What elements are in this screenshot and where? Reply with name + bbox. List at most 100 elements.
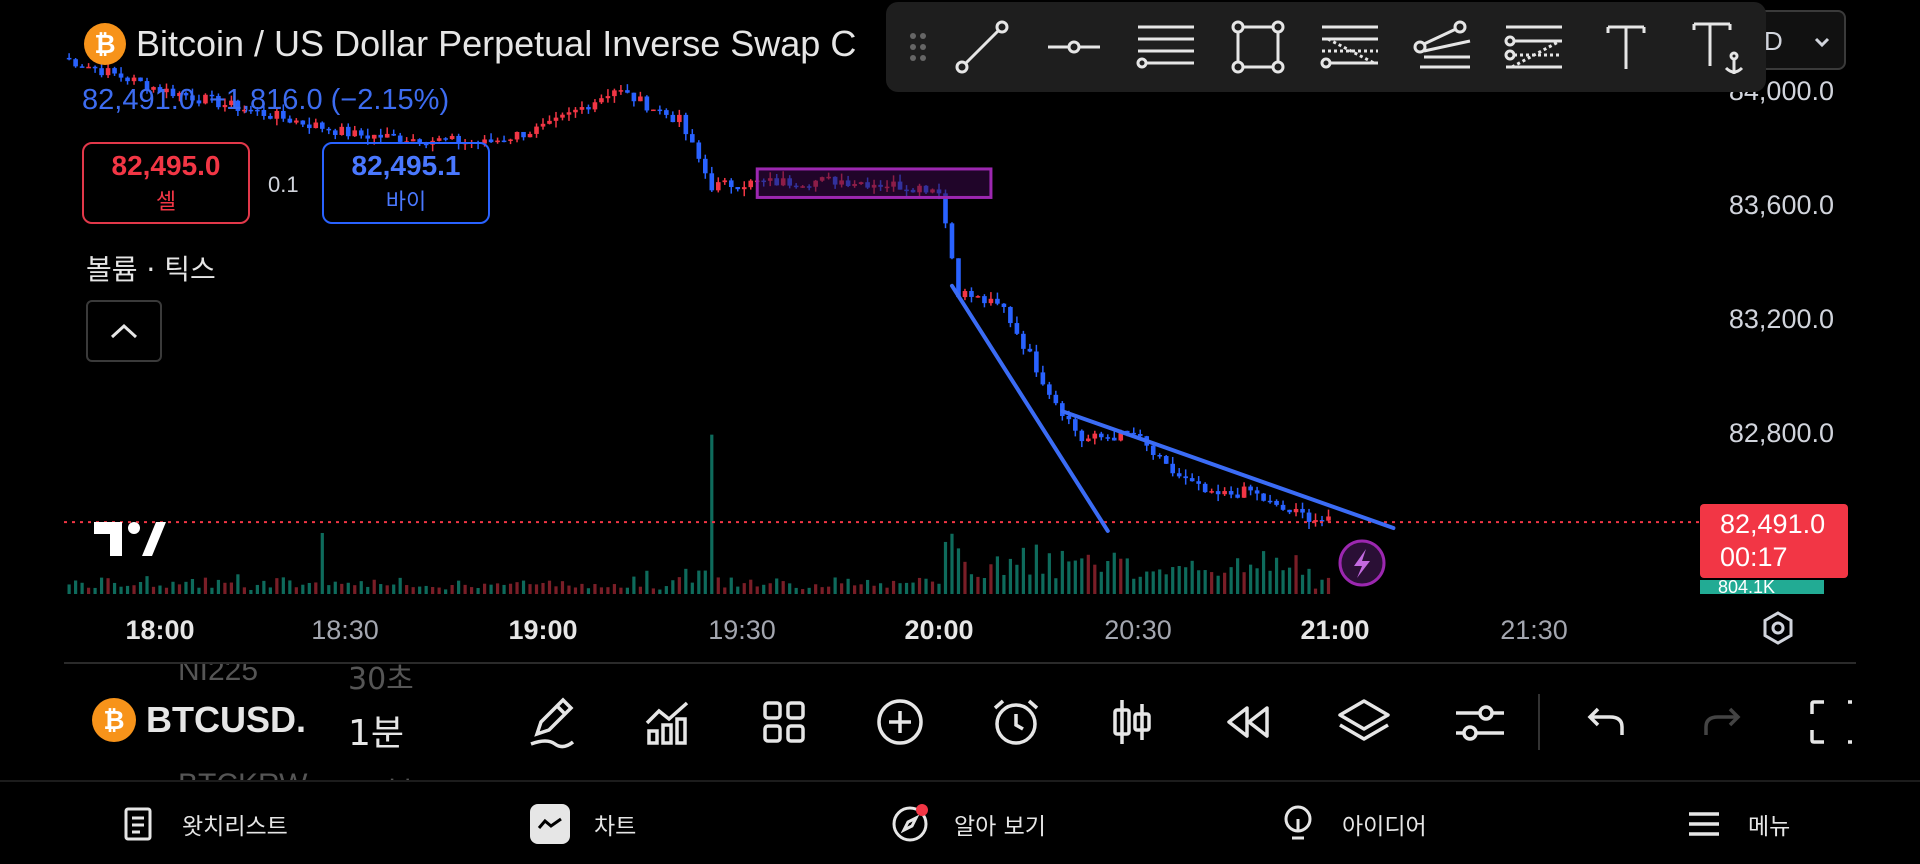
alert-button[interactable] (986, 692, 1046, 752)
candle-body (1066, 415, 1072, 420)
volume-bar (457, 580, 461, 594)
candle-body (573, 109, 578, 113)
symbol-header[interactable]: ₿ Bitcoin / US Dollar Perpetual Inverse … (84, 20, 856, 68)
volume-indicator-label[interactable]: 볼륨 · 틱스 (86, 253, 216, 286)
volume-bar (606, 587, 610, 594)
redo-button[interactable] (1692, 692, 1752, 752)
candle-body (157, 87, 163, 93)
volume-bar (1203, 570, 1207, 594)
volume-bar (1223, 572, 1227, 594)
drawing-tools-button[interactable] (522, 692, 582, 752)
candle-body (242, 109, 247, 112)
interval-picker[interactable]: 30초 1분 15분 (342, 664, 462, 780)
trade-lightning-icon[interactable] (1338, 539, 1386, 587)
alarm-clock-icon (993, 699, 1039, 745)
rectangle-tool-icon[interactable] (1212, 2, 1304, 92)
volume-bar (470, 587, 474, 594)
time-axis-label: 19:00 (508, 615, 578, 645)
candle-body (1300, 508, 1305, 513)
horizontal-ray-tool-icon[interactable] (1028, 2, 1120, 92)
volume-bar (534, 584, 539, 594)
chart-settings-button[interactable] (1450, 692, 1510, 752)
axis-settings-icon[interactable] (1760, 610, 1796, 646)
volume-bar (268, 587, 272, 594)
volume-bar (1021, 547, 1025, 594)
object-tree-button[interactable] (1334, 692, 1394, 752)
chart-type-button[interactable] (1102, 692, 1162, 752)
candle-body (443, 138, 448, 140)
candle-body (482, 139, 487, 144)
candle-body (579, 107, 585, 110)
candle-body (248, 109, 254, 112)
candle-body (962, 291, 968, 298)
volume-bar (372, 579, 376, 594)
nav-chart[interactable]: 차트 (530, 782, 636, 864)
candle-body (196, 100, 202, 104)
anchored-text-tool-icon[interactable] (1672, 2, 1764, 92)
replay-button[interactable] (1218, 692, 1278, 752)
volume-bar (1041, 573, 1045, 594)
undo-button[interactable] (1576, 692, 1636, 752)
undo-icon (1587, 707, 1624, 735)
volume-bar (898, 583, 902, 594)
candle-body (1079, 430, 1085, 442)
collapse-legend-button[interactable] (86, 300, 162, 362)
bottom-navigation: 왓치리스트 차트 알아 보기 아이디어 메뉴 (0, 780, 1920, 864)
volume-bar (450, 584, 454, 594)
trend-line-drawing (949, 283, 1110, 533)
parallel-channel-tool-icon[interactable] (1120, 2, 1212, 92)
candle-body (1118, 430, 1124, 441)
interval-option[interactable]: 15분 (348, 768, 414, 780)
candle-body (1248, 486, 1253, 491)
current-price-tag: 82,491.0 00:17 (1700, 504, 1848, 578)
chart-area[interactable]: ₿ Bitcoin / US Dollar Perpetual Inverse … (0, 0, 1920, 660)
volume-bar (242, 587, 246, 594)
volume-bar (333, 581, 337, 594)
pitchfork-tool-icon[interactable] (1396, 2, 1488, 92)
symbol-option[interactable]: NI225 (178, 664, 259, 687)
drawing-toolbar (886, 2, 1766, 92)
order-quantity[interactable]: 0.1 (268, 172, 299, 197)
trend-line-tool-icon[interactable] (936, 2, 1028, 92)
candle-body (112, 68, 117, 74)
candle-body (638, 96, 643, 102)
candle-body (222, 104, 228, 108)
indicators-button[interactable] (638, 692, 698, 752)
candle-body (1001, 303, 1007, 308)
candle-body (216, 95, 221, 108)
chart-canvas[interactable] (0, 0, 1920, 660)
sell-price: 82,495.0 (111, 150, 221, 181)
nav-ideas[interactable]: 아이디어 (1278, 782, 1427, 864)
notification-dot (916, 804, 928, 816)
symbol-option[interactable]: BTCKRW (178, 768, 307, 780)
fullscreen-button[interactable] (1808, 692, 1856, 752)
time-axis-label: 21:00 (1300, 615, 1370, 645)
volume-bar (749, 579, 753, 594)
candle-body (696, 142, 702, 159)
interval-option[interactable]: 30초 (348, 664, 414, 697)
sell-button[interactable]: 82,495.0 셀 (82, 142, 250, 224)
nav-menu[interactable]: 메뉴 (1684, 782, 1790, 864)
volume-bar (768, 583, 772, 594)
layout-button[interactable] (754, 692, 814, 752)
buy-button[interactable]: 82,495.1 바이 (322, 142, 490, 224)
add-button[interactable] (870, 692, 930, 752)
text-tool-icon[interactable] (1580, 2, 1672, 92)
fib-retracement-tool-icon[interactable] (1304, 2, 1396, 92)
gann-fan-tool-icon[interactable] (1488, 2, 1580, 92)
volume-bar (827, 586, 831, 594)
tradingview-logo (92, 520, 166, 564)
symbol-picker-value: BTCUSD. (146, 699, 306, 740)
candle-body (1111, 437, 1117, 441)
nav-explore[interactable]: 알아 보기 (890, 782, 1046, 864)
symbol-picker[interactable]: NI225 ₿ BTCUSD. BTCKRW (92, 664, 362, 780)
volume-bar (723, 587, 727, 594)
nav-watchlist[interactable]: 왓치리스트 (118, 782, 288, 864)
candle-body (592, 102, 598, 110)
candle-body (735, 187, 741, 190)
volume-bar (1210, 572, 1214, 594)
candle-body (138, 77, 143, 82)
volume-bar (145, 576, 149, 594)
volume-bar (846, 578, 850, 594)
drag-handle-icon[interactable] (900, 2, 936, 92)
